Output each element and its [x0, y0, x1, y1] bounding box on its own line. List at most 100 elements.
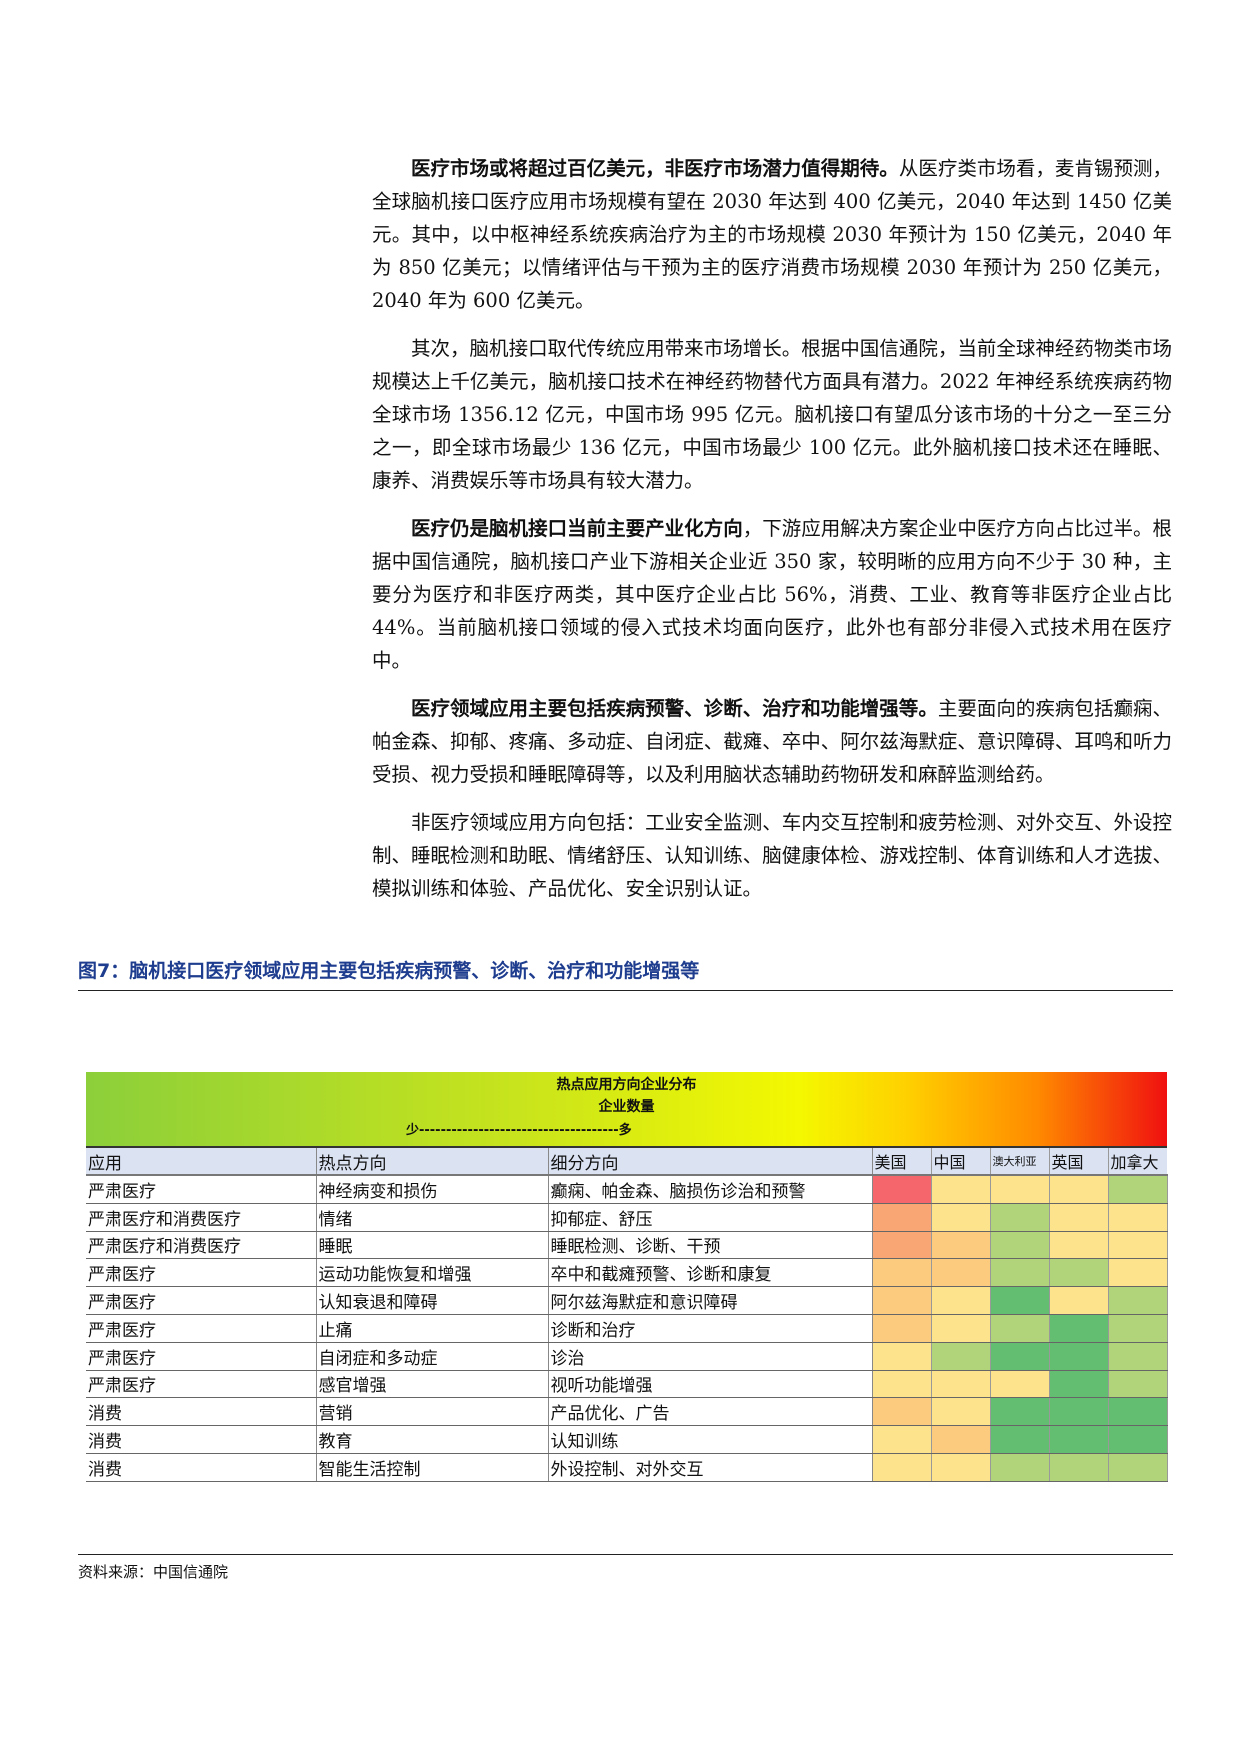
paragraph: 医疗市场或将超过百亿美元，非医疗市场潜力值得期待。从医疗类市场看，麦肯锡预测，全… [372, 152, 1172, 317]
cell-app: 严肃医疗 [86, 1342, 317, 1371]
heat-cell [1108, 1258, 1168, 1288]
heat-cell [931, 1370, 991, 1399]
heat-cell [872, 1453, 932, 1482]
table-row: 严肃医疗和消费医疗 情绪 抑郁症、舒压 [86, 1203, 1168, 1232]
cell-hotspot: 神经病变和损伤 [316, 1175, 549, 1204]
heat-cell [1108, 1370, 1168, 1399]
heat-cell [990, 1425, 1050, 1454]
cell-detail: 诊断和治疗 [548, 1314, 873, 1343]
heat-cell [990, 1370, 1050, 1399]
cell-hotspot: 感官增强 [316, 1370, 549, 1399]
heat-cell [872, 1203, 932, 1232]
paragraph-text: 其次，脑机接口取代传统应用带来市场增长。根据中国信通院，当前全球神经药物类市场规… [372, 337, 1172, 492]
cell-detail: 视听功能增强 [548, 1370, 873, 1399]
heat-cell [990, 1397, 1050, 1427]
heat-cell [990, 1286, 1050, 1315]
cell-app: 消费 [86, 1425, 317, 1454]
cell-app: 严肃医疗和消费医疗 [86, 1203, 317, 1232]
cell-detail: 癫痫、帕金森、脑损伤诊治和预警 [548, 1175, 873, 1204]
heat-cell [1108, 1203, 1168, 1232]
cell-app: 严肃医疗 [86, 1370, 317, 1399]
color-scale-legend: 热点应用方向企业分布 企业数量 少-----------------------… [86, 1072, 1167, 1146]
heat-cell [990, 1342, 1050, 1371]
heat-cell [1108, 1231, 1168, 1260]
heat-cell [990, 1258, 1050, 1288]
table-header: 应用 热点方向 细分方向 美国 中国 澳大利亚 英国 加拿大 [86, 1146, 1167, 1176]
heat-cell [1049, 1425, 1109, 1454]
heat-cell [872, 1314, 932, 1343]
column-header: 美国 [871, 1146, 931, 1176]
paragraph: 非医疗领域应用方向包括：工业安全监测、车内交互控制和疲劳检测、对外交互、外设控制… [372, 806, 1172, 905]
paragraph: 医疗领域应用主要包括疾病预警、诊断、治疗和功能增强等。主要面向的疾病包括癫痫、帕… [372, 692, 1172, 791]
figure-caption: 图7：脑机接口医疗领域应用主要包括疾病预警、诊断、治疗和功能增强等 [78, 960, 700, 982]
heatmap-table: 应用 热点方向 细分方向 美国 中国 澳大利亚 英国 加拿大 严肃医疗 神经病变和损伤 癫痫、帕金… [86, 1146, 1168, 1482]
heat-cell [990, 1203, 1050, 1232]
table-row: 严肃医疗和消费医疗 睡眠 睡眠检测、诊断、干预 [86, 1231, 1168, 1260]
column-header: 应用 [86, 1146, 317, 1176]
body-text: 医疗市场或将超过百亿美元，非医疗市场潜力值得期待。从医疗类市场看，麦肯锡预测，全… [372, 152, 1172, 920]
paragraph-lead: 医疗领域应用主要包括疾病预警、诊断、治疗和功能增强等。 [411, 697, 938, 720]
heat-cell [931, 1453, 991, 1482]
heat-cell [1108, 1286, 1168, 1315]
table-row: 消费 教育 认知训练 [86, 1425, 1168, 1454]
heat-cell [1108, 1175, 1168, 1204]
cell-app: 消费 [86, 1453, 317, 1482]
heat-cell [1108, 1314, 1168, 1343]
cell-hotspot: 认知衰退和障碍 [316, 1286, 549, 1315]
heat-cell [931, 1175, 991, 1204]
table-row: 严肃医疗 自闭症和多动症 诊治 [86, 1342, 1168, 1371]
heat-cell [931, 1258, 991, 1288]
heat-cell [1049, 1175, 1109, 1204]
heat-cell [1049, 1203, 1109, 1232]
table-row: 严肃医疗 止痛 诊断和治疗 [86, 1314, 1168, 1343]
heat-cell [1049, 1314, 1109, 1343]
heat-cell [1049, 1453, 1109, 1482]
table-row: 消费 智能生活控制 外设控制、对外交互 [86, 1453, 1168, 1482]
heat-cell [1108, 1397, 1168, 1427]
cell-app: 严肃医疗 [86, 1175, 317, 1204]
heat-cell [931, 1231, 991, 1260]
cell-hotspot: 智能生活控制 [316, 1453, 549, 1482]
legend-scale: 少-------------------------------------多 [406, 1123, 632, 1138]
table-row: 严肃医疗 神经病变和损伤 癫痫、帕金森、脑损伤诊治和预警 [86, 1175, 1168, 1204]
heat-cell [990, 1453, 1050, 1482]
cell-app: 严肃医疗 [86, 1258, 317, 1288]
cell-hotspot: 自闭症和多动症 [316, 1342, 549, 1371]
cell-detail: 产品优化、广告 [548, 1397, 873, 1427]
cell-hotspot: 营销 [316, 1397, 549, 1427]
heat-cell [990, 1175, 1050, 1204]
column-header: 细分方向 [548, 1146, 873, 1176]
heat-cell [1049, 1370, 1109, 1399]
cell-app: 严肃医疗 [86, 1314, 317, 1343]
cell-hotspot: 教育 [316, 1425, 549, 1454]
heat-cell [1049, 1342, 1109, 1371]
heat-cell [1108, 1425, 1168, 1454]
heat-cell [931, 1314, 991, 1343]
column-header: 澳大利亚 [989, 1146, 1049, 1176]
heatmap-figure: 热点应用方向企业分布 企业数量 少-----------------------… [86, 1072, 1168, 1482]
cell-app: 严肃医疗 [86, 1286, 317, 1315]
paragraph-lead: 医疗市场或将超过百亿美元，非医疗市场潜力值得期待。 [411, 157, 899, 180]
paragraph-text: 非医疗领域应用方向包括：工业安全监测、车内交互控制和疲劳检测、对外交互、外设控制… [372, 811, 1172, 900]
heat-cell [872, 1370, 932, 1399]
paragraph: 其次，脑机接口取代传统应用带来市场增长。根据中国信通院，当前全球神经药物类市场规… [372, 332, 1172, 497]
heat-cell [1049, 1258, 1109, 1288]
column-header: 英国 [1048, 1146, 1108, 1176]
cell-detail: 卒中和截瘫预警、诊断和康复 [548, 1258, 873, 1288]
heat-cell [872, 1342, 932, 1371]
heat-cell [872, 1397, 932, 1427]
table-row: 严肃医疗 感官增强 视听功能增强 [86, 1370, 1168, 1399]
column-header: 中国 [930, 1146, 990, 1176]
cell-app: 严肃医疗和消费医疗 [86, 1231, 317, 1260]
paragraph-text: 主要面向的疾病包括癫痫、帕金森、抑郁、疼痛、多动症、自闭症、截瘫、卒中、阿尔兹海… [372, 697, 1172, 786]
heat-cell [872, 1231, 932, 1260]
heat-cell [872, 1425, 932, 1454]
cell-detail: 认知训练 [548, 1425, 873, 1454]
heat-cell [1049, 1397, 1109, 1427]
cell-detail: 外设控制、对外交互 [548, 1453, 873, 1482]
heat-cell [872, 1175, 932, 1204]
cell-detail: 抑郁症、舒压 [548, 1203, 873, 1232]
paragraph-lead: 医疗仍是脑机接口当前主要产业化方向 [411, 517, 743, 540]
column-header: 热点方向 [316, 1146, 549, 1176]
paragraph-text: 从医疗类市场看，麦肯锡预测，全球脑机接口医疗应用市场规模有望在 2030 年达到… [372, 157, 1172, 312]
